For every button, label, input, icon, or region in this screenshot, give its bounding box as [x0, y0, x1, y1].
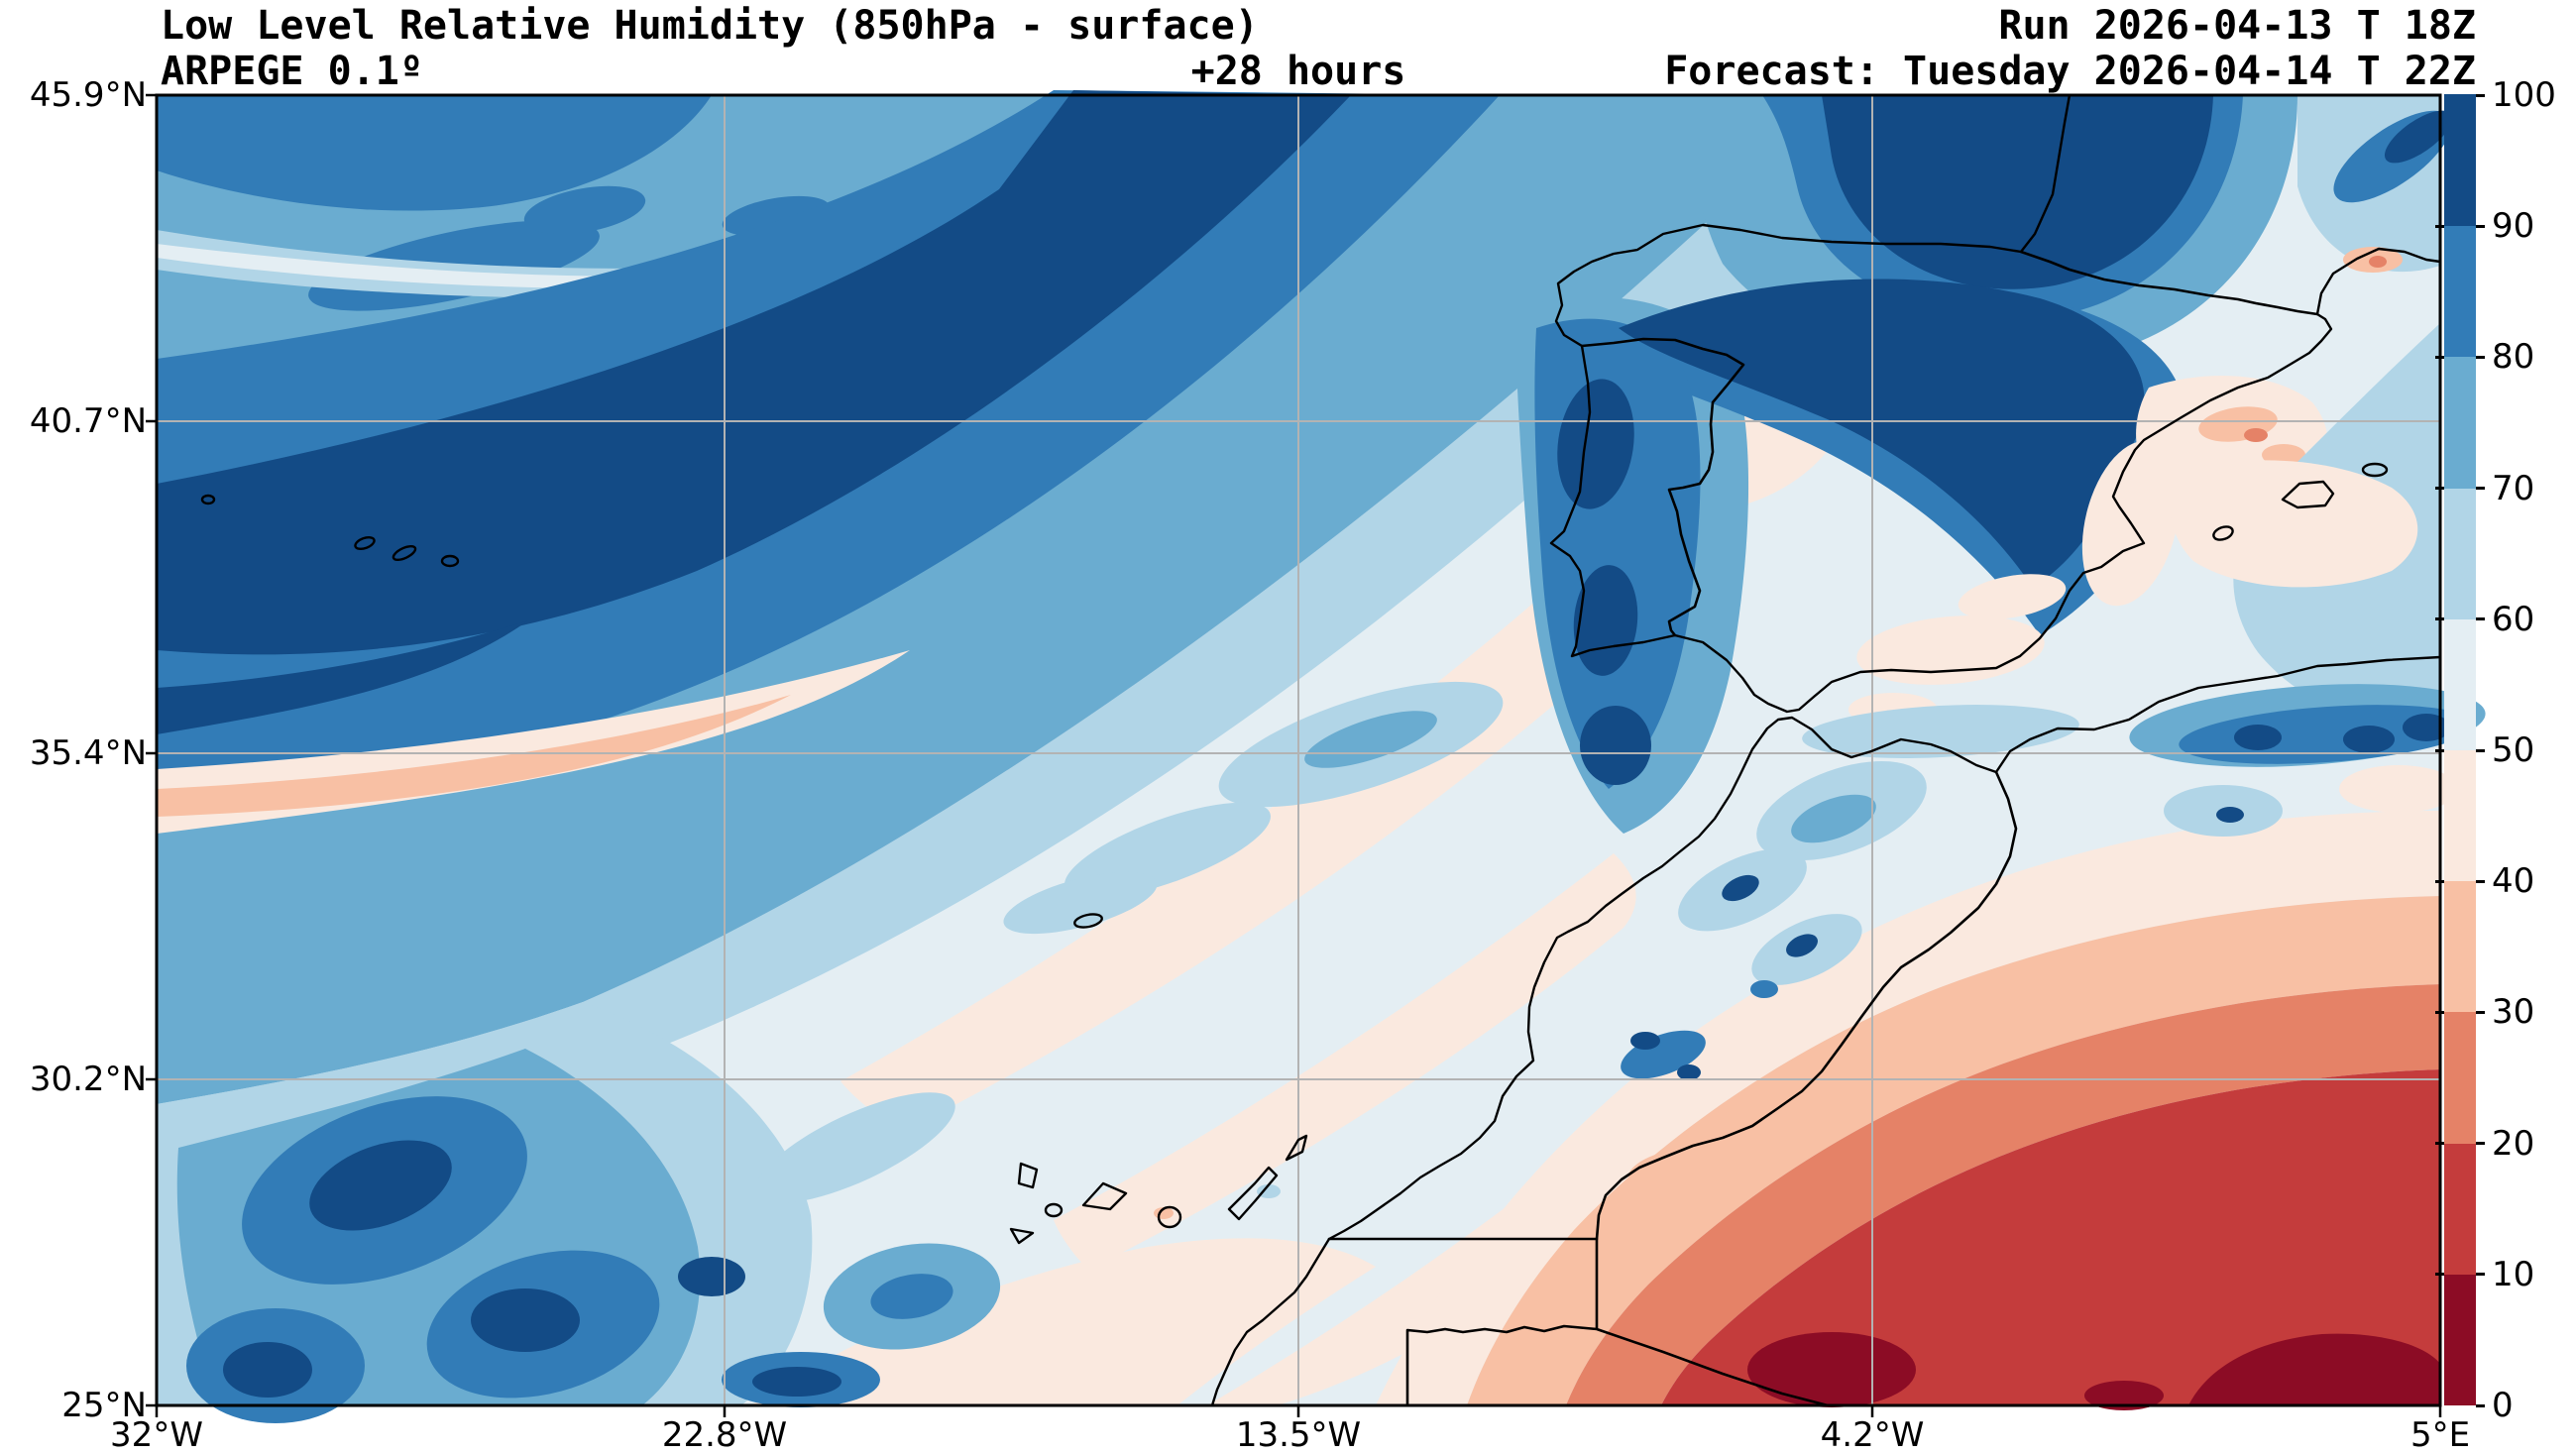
- colorbar-tick: [2476, 1010, 2485, 1014]
- colorbar-tick: [2476, 224, 2485, 228]
- lon-tick-label: 32°W: [110, 1415, 203, 1455]
- colorbar-tick: [2435, 224, 2444, 228]
- colorbar-segment: [2444, 1274, 2476, 1405]
- colorbar-tick-label: 0: [2492, 1386, 2514, 1425]
- colorbar-tick-label: 80: [2492, 337, 2535, 378]
- lon-tick-label: 4.2°W: [1820, 1415, 1925, 1455]
- chart-title: Low Level Relative Humidity (850hPa - su…: [161, 3, 1259, 49]
- colorbar-tick: [2435, 1010, 2444, 1014]
- forecast-label: Forecast: Tuesday 2026-04-14 T 22Z: [1664, 49, 2476, 94]
- colorbar-tick: [2435, 487, 2444, 491]
- lat-tick-label: 25°N: [61, 1386, 147, 1425]
- colorbar-segment: [2444, 1142, 2476, 1275]
- lead-time-label: +28 hours: [1190, 49, 1406, 94]
- run-label: Run 2026-04-13 T 18Z: [1998, 3, 2476, 49]
- colorbar-tick: [2476, 355, 2485, 359]
- colorbar-tick: [2476, 617, 2485, 621]
- colorbar-segment: [2444, 880, 2476, 1013]
- colorbar-segment: [2444, 749, 2476, 882]
- colorbar-tick: [2435, 617, 2444, 621]
- colorbar-tick: [2476, 879, 2485, 883]
- colorbar-segment: [2444, 94, 2476, 227]
- colorbar-tick: [2435, 748, 2444, 752]
- colorbar-segment: [2444, 225, 2476, 358]
- colorbar-tick-label: 40: [2492, 861, 2535, 902]
- map-plot-area: [146, 90, 2486, 1423]
- colorbar-tick: [2435, 355, 2444, 359]
- colorbar-tick: [2476, 1142, 2485, 1146]
- colorbar-tick: [2476, 1403, 2485, 1407]
- colorbar-tick-label: 30: [2492, 992, 2535, 1033]
- lon-tick-label: 13.5°W: [1235, 1415, 1362, 1455]
- colorbar-segment: [2444, 487, 2476, 619]
- axis-ticks: [146, 93, 2442, 1417]
- model-label: ARPEGE 0.1º: [161, 49, 423, 94]
- colorbar-tick: [2435, 879, 2444, 883]
- colorbar-tick-label: 70: [2492, 468, 2535, 508]
- colorbar: [2444, 94, 2476, 1405]
- colorbar-tick-label: 10: [2492, 1254, 2535, 1294]
- colorbar-segment: [2444, 356, 2476, 489]
- colorbar-tick: [2476, 1273, 2485, 1277]
- colorbar-tick-label: 100: [2492, 75, 2556, 115]
- humidity-contour-map: [146, 90, 2486, 1423]
- colorbar-segment: [2444, 618, 2476, 750]
- colorbar-tick: [2476, 93, 2485, 97]
- country-borders: [1327, 250, 2319, 1407]
- colorbar-tick: [2435, 1142, 2444, 1146]
- colorbar-tick-label: 20: [2492, 1123, 2535, 1164]
- islands: [200, 462, 2389, 1245]
- lat-tick-label: 45.9°N: [29, 75, 147, 115]
- lat-tick-label: 30.2°N: [29, 1060, 147, 1099]
- lon-tick-label: 22.8°W: [661, 1415, 788, 1455]
- colorbar-segment: [2444, 1011, 2476, 1144]
- colorbar-tick-label: 50: [2492, 730, 2535, 770]
- rh-fill-layers: [157, 90, 2486, 1423]
- colorbar-tick: [2435, 1273, 2444, 1277]
- lat-tick-label: 40.7°N: [29, 401, 147, 441]
- colorbar-tick-label: 90: [2492, 206, 2535, 247]
- lon-tick-label: 5°E: [2409, 1415, 2471, 1455]
- colorbar-tick: [2476, 748, 2485, 752]
- lat-tick-label: 35.4°N: [29, 733, 147, 773]
- colorbar-tick-label: 60: [2492, 599, 2535, 639]
- colorbar-tick: [2476, 487, 2485, 491]
- coastlines: [1210, 93, 2442, 1407]
